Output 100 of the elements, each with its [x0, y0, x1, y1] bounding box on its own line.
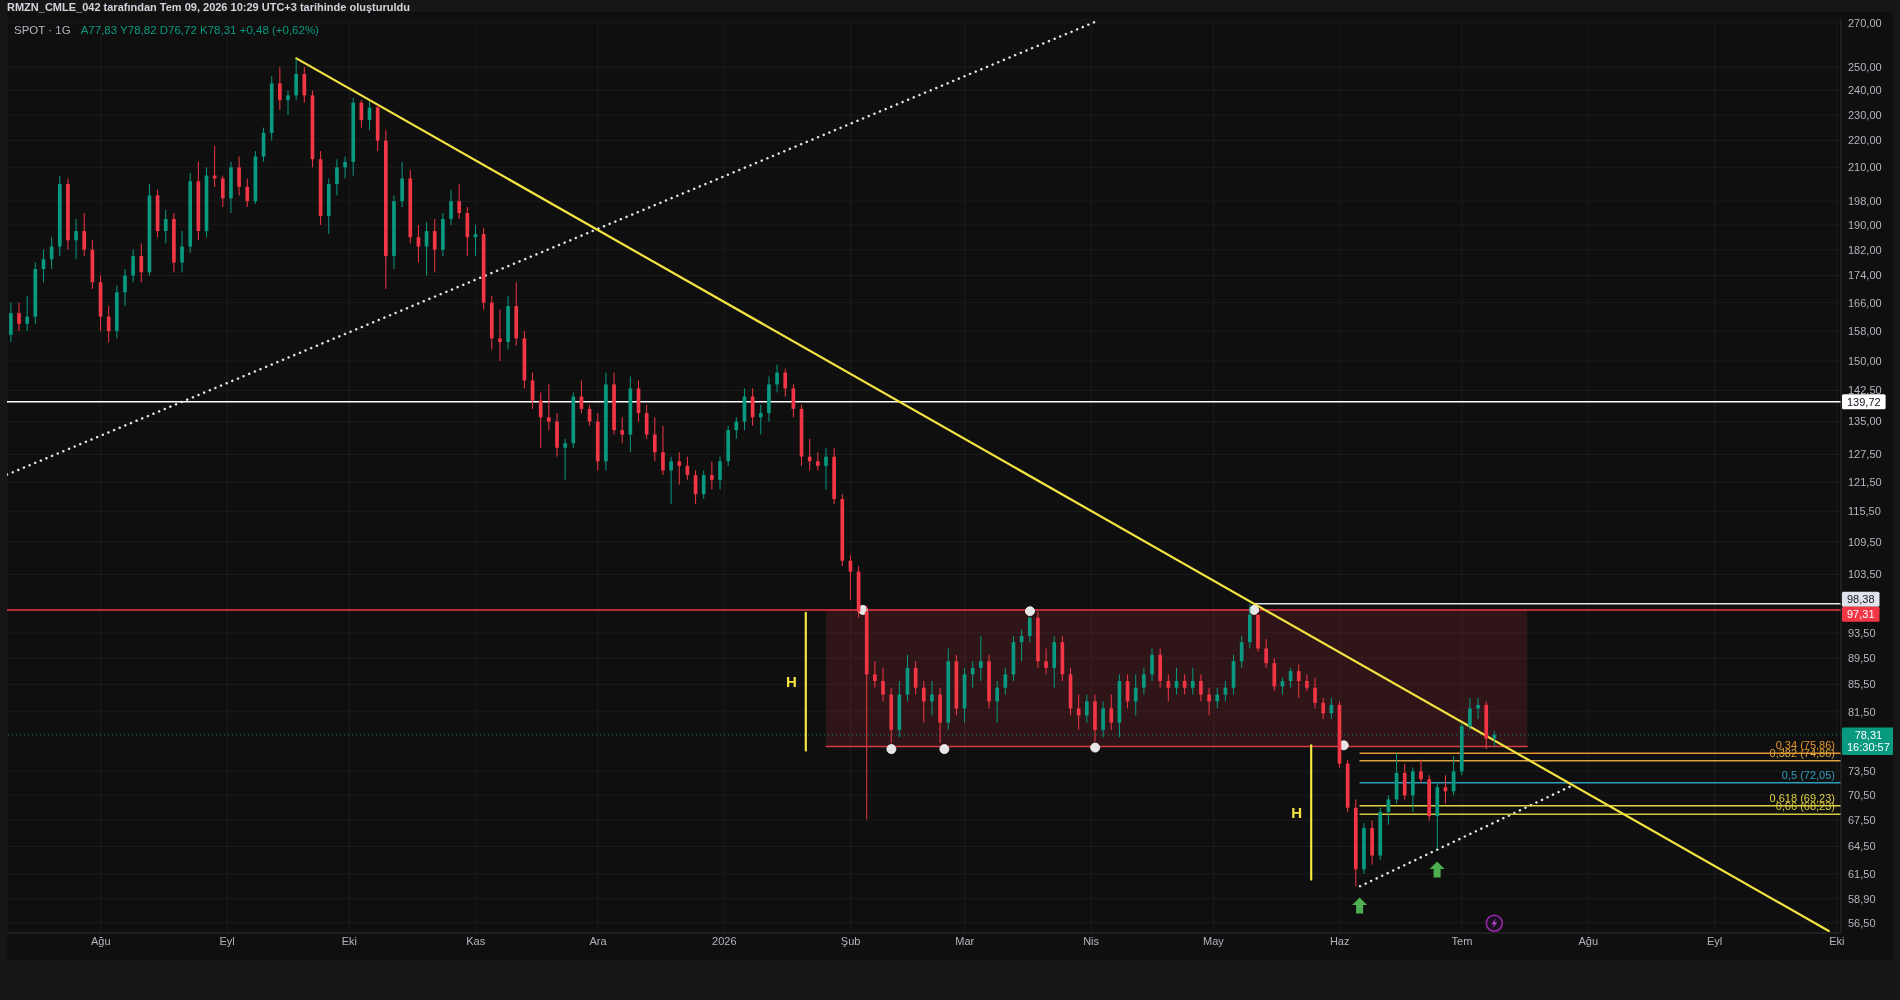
candlestick	[1215, 687, 1220, 709]
candlestick	[930, 680, 934, 716]
candlestick	[25, 295, 30, 332]
candlestick	[921, 680, 926, 724]
candlestick	[1264, 638, 1268, 669]
y-tick-label: 230,00	[1848, 108, 1882, 121]
candlestick	[783, 368, 788, 398]
point	[1249, 605, 1260, 615]
y-tick-label: 240,00	[1848, 84, 1882, 97]
candlestick	[180, 230, 184, 273]
candlestick	[1166, 673, 1171, 702]
candlestick	[1419, 759, 1423, 784]
y-tick-label: 270,00	[1848, 16, 1882, 29]
y-tick-label: 58,90	[1848, 892, 1876, 905]
x-tick-label: Mar	[955, 934, 975, 947]
candlestick	[245, 177, 250, 208]
y-tick-label: 61,50	[1848, 867, 1876, 880]
candlestick	[294, 58, 298, 101]
candlestick	[1476, 697, 1480, 720]
candlestick	[432, 218, 437, 273]
candlestick	[335, 158, 339, 196]
candlestick	[237, 156, 241, 196]
candlestick	[1084, 694, 1089, 724]
y-tick-label: 81,50	[1848, 705, 1876, 718]
x-tick-label: Kas	[466, 934, 486, 947]
candlestick	[1109, 694, 1114, 731]
candlestick	[547, 383, 551, 431]
y-tick-label: 70,50	[1848, 789, 1876, 802]
chart-subtitle: A77,83 Y78,82 D76,72 K78,31 +0,48 (+0,62%)	[80, 24, 319, 36]
x-tick-label: May	[1202, 934, 1225, 947]
y-tick-label: 182,00	[1848, 243, 1882, 256]
y-tick-label: 166,00	[1848, 296, 1882, 309]
y-tick-label: 67,50	[1848, 814, 1876, 827]
candlestick	[1313, 677, 1317, 709]
y-tick-label: 64,50	[1848, 840, 1876, 853]
candlestick	[1190, 667, 1195, 696]
candlestick	[220, 175, 225, 208]
candlestick	[669, 456, 673, 505]
y-tick-label: 127,50	[1848, 448, 1882, 461]
candlestick	[1044, 648, 1048, 675]
y-tick-label: 103,50	[1848, 568, 1882, 581]
point	[1090, 742, 1101, 753]
candlestick	[131, 249, 135, 283]
y-tick-label: 150,00	[1848, 354, 1882, 367]
candlestick	[343, 156, 347, 179]
candlestick	[873, 660, 877, 689]
y-tick-label: 250,00	[1848, 60, 1882, 73]
x-tick-label: Eki	[1829, 934, 1845, 947]
candlestick	[538, 391, 543, 449]
candlestick	[710, 460, 714, 490]
y-tick-label: 210,00	[1848, 161, 1882, 174]
y-tick-label: 56,50	[1848, 916, 1876, 929]
candlestick	[734, 416, 739, 440]
y-tick-label: 198,00	[1848, 195, 1882, 208]
candlestick	[1150, 648, 1154, 682]
y-tick-label: 89,50	[1848, 651, 1876, 664]
candlestick	[302, 66, 307, 104]
candlestick	[1272, 657, 1277, 692]
candlestick	[970, 660, 975, 689]
x-tick-label: Tem	[1451, 934, 1473, 947]
candlestick	[718, 456, 722, 490]
y-tick-label: 158,00	[1848, 324, 1882, 337]
annotation: 0,5 (72,05)	[1781, 768, 1835, 781]
series-label: 98,38	[1846, 593, 1875, 606]
y-tick-label: 73,50	[1848, 765, 1876, 778]
candlestick	[620, 416, 625, 444]
candlestick	[677, 451, 682, 486]
x-tick-label: Eyl	[219, 934, 235, 947]
candlestick	[1239, 635, 1244, 669]
candlestick	[1411, 766, 1415, 813]
series-label: H	[785, 673, 797, 691]
candlestick	[17, 302, 21, 332]
series-label: H	[1291, 803, 1303, 821]
candlestick	[979, 635, 983, 682]
candlestick	[652, 416, 657, 462]
x-tick-label: Haz	[1329, 934, 1350, 947]
x-tick-label: Şub	[840, 934, 861, 947]
x-tick-label: Ara	[589, 934, 608, 947]
y-tick-label: 220,00	[1848, 134, 1882, 147]
candlestick	[449, 189, 453, 226]
candlestick	[1321, 697, 1326, 720]
candlestick	[1133, 673, 1138, 716]
chart-title: SPOT · 1G	[14, 24, 71, 36]
candlestick	[1468, 697, 1472, 731]
x-tick-label: Eyl	[1707, 934, 1723, 947]
x-tick-label: Ağu	[90, 934, 111, 947]
candlestick	[1003, 667, 1008, 696]
y-tick-label: 85,50	[1848, 678, 1876, 691]
candlestick	[123, 268, 127, 307]
candlestick	[286, 90, 290, 116]
candlestick	[9, 302, 13, 343]
y-tick-label: 115,50	[1848, 505, 1881, 518]
candlestick	[563, 438, 567, 481]
y-tick-label: 190,00	[1848, 218, 1882, 231]
candlestick	[1305, 673, 1309, 692]
candlestick	[807, 438, 812, 471]
y-tick-label: 174,00	[1848, 269, 1882, 282]
candlestick	[498, 309, 502, 362]
candlestick	[139, 242, 144, 283]
ref-line-label: 78,31 16:30:57	[1846, 728, 1890, 754]
